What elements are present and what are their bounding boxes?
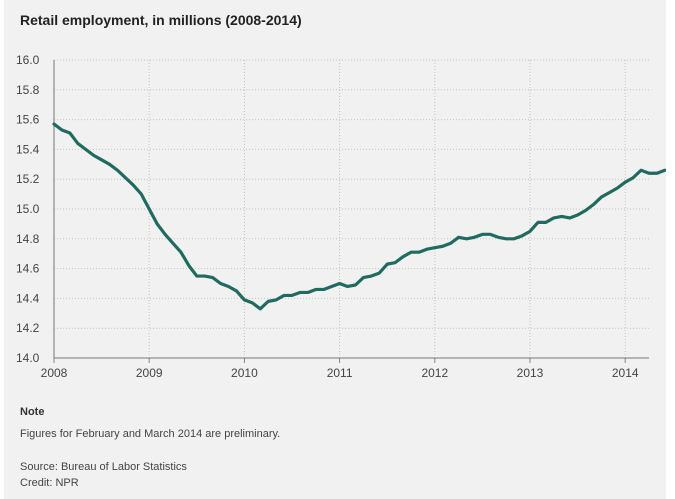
y-tick-label: 15.4 [16, 142, 40, 156]
y-tick-label: 15.2 [16, 172, 40, 186]
source-text: Source: Bureau of Labor Statistics [20, 461, 187, 473]
y-tick-label: 14.6 [16, 262, 40, 276]
note-heading: Note [20, 406, 45, 418]
x-tick-label: 2013 [517, 366, 544, 380]
chart-panel: Retail employment, in millions (2008-201… [4, 0, 666, 499]
note-text: Figures for February and March 2014 are … [20, 428, 281, 440]
series-line-retail-employment [52, 122, 666, 311]
x-tick-label: 2008 [41, 366, 68, 380]
x-tick-label: 2009 [136, 366, 163, 380]
x-tick-label: 2014 [612, 366, 639, 380]
y-tick-label: 14.2 [16, 321, 40, 335]
x-tick-label: 2011 [327, 366, 353, 380]
y-tick-label: 15.8 [16, 83, 40, 97]
chart-title: Retail employment, in millions (2008-201… [20, 12, 302, 28]
y-tick-label: 14.4 [16, 291, 40, 305]
y-tick-label: 15.6 [16, 113, 40, 127]
y-tick-label: 15.0 [16, 202, 40, 216]
x-tick-label: 2010 [231, 366, 258, 380]
x-tick-label: 2012 [421, 366, 448, 380]
y-tick-label: 14.0 [16, 351, 40, 365]
credit-text: Credit: NPR [20, 477, 79, 489]
y-tick-label: 16.0 [16, 53, 40, 67]
line-chart: 14.0 14.2 14.4 14.6 14.8 15.0 15.2 15.4 15.6 15.8… [16, 53, 666, 380]
y-tick-label: 14.8 [16, 232, 40, 246]
